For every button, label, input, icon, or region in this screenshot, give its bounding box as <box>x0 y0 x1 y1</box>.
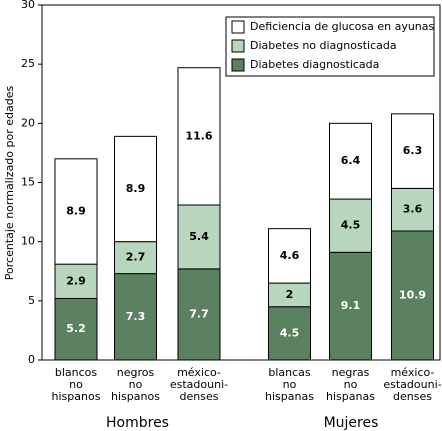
value-label: 5.2 <box>66 322 86 335</box>
bar-segment <box>114 135 157 243</box>
y-tick-label: 30 <box>21 0 35 11</box>
value-label: 6.4 <box>341 154 361 167</box>
legend-label: Diabetes diagnosticada <box>250 58 379 71</box>
x-tick-label: méxico- <box>391 366 435 379</box>
bar-segment <box>268 306 311 361</box>
value-label: 5.4 <box>189 230 209 243</box>
x-tick-label: méxico- <box>177 366 221 379</box>
legend-label: Deficiencia de glucosa en ayunas <box>250 20 435 33</box>
bar-segment <box>268 228 311 284</box>
value-label: 9.1 <box>341 299 361 312</box>
x-tick-label: negras <box>332 366 370 379</box>
value-label: 6.3 <box>403 144 423 157</box>
bar-segment <box>329 198 372 253</box>
bar-segment <box>114 241 157 275</box>
value-label: 10.9 <box>399 289 426 302</box>
bar-segment <box>54 158 98 265</box>
bar-segment <box>391 230 434 361</box>
bar-segment <box>177 268 221 361</box>
value-label: 2.9 <box>66 274 86 287</box>
legend-box <box>225 16 435 77</box>
value-label: 11.6 <box>185 129 212 142</box>
x-tick-label: no <box>69 378 83 391</box>
y-tick-label: 0 <box>28 353 35 366</box>
bar-segment <box>391 113 434 189</box>
y-tick-label: 10 <box>21 235 35 248</box>
value-label: 7.3 <box>126 310 146 323</box>
plot-frame <box>41 4 441 361</box>
group-label: Mujeres <box>324 415 379 431</box>
bar-segment <box>329 122 372 200</box>
legend-label: Diabetes no diagnosticada <box>250 39 397 52</box>
x-tick-label: estadouni- <box>383 378 441 391</box>
legend-swatch <box>231 20 245 34</box>
x-tick-label: hispanas <box>265 390 314 403</box>
bar-segment <box>54 297 98 361</box>
bar-segment <box>329 251 372 361</box>
bar-segment <box>114 273 157 361</box>
y-axis-label: Porcentaje normalizado por edades <box>3 86 16 281</box>
bar-segment <box>177 204 221 270</box>
y-tick-label: 5 <box>28 294 35 307</box>
bar-segment <box>391 187 434 232</box>
x-tick-label: no <box>283 378 297 391</box>
legend-swatch <box>231 39 245 53</box>
y-tick-label: 15 <box>21 176 35 189</box>
value-label: 3.6 <box>403 203 423 216</box>
legend-swatch <box>231 58 245 72</box>
bar-segment <box>177 67 221 206</box>
value-label: 2 <box>286 288 294 301</box>
x-tick-label: hispanos <box>111 390 160 403</box>
value-label: 4.5 <box>341 219 361 232</box>
value-label: 4.5 <box>280 326 300 339</box>
x-tick-label: hispanas <box>326 390 375 403</box>
y-tick-label: 20 <box>21 116 35 129</box>
x-tick-label: negros <box>117 366 155 379</box>
value-label: 7.7 <box>189 307 209 320</box>
x-tick-label: blancos <box>55 366 98 379</box>
x-tick-label: denses <box>180 390 219 403</box>
value-label: 8.9 <box>126 182 146 195</box>
x-tick-label: blancas <box>268 366 311 379</box>
value-label: 4.6 <box>280 249 300 262</box>
x-tick-label: hispanos <box>52 390 101 403</box>
x-tick-label: no <box>344 378 358 391</box>
x-tick-label: estadouni- <box>170 378 228 391</box>
x-tick-label: denses <box>393 390 432 403</box>
x-tick-label: no <box>129 378 143 391</box>
value-label: 2.7 <box>126 251 146 264</box>
bar-segment <box>54 263 98 299</box>
y-tick-label: 25 <box>21 57 35 70</box>
value-label: 8.9 <box>66 204 86 217</box>
group-label: Hombres <box>106 415 169 431</box>
